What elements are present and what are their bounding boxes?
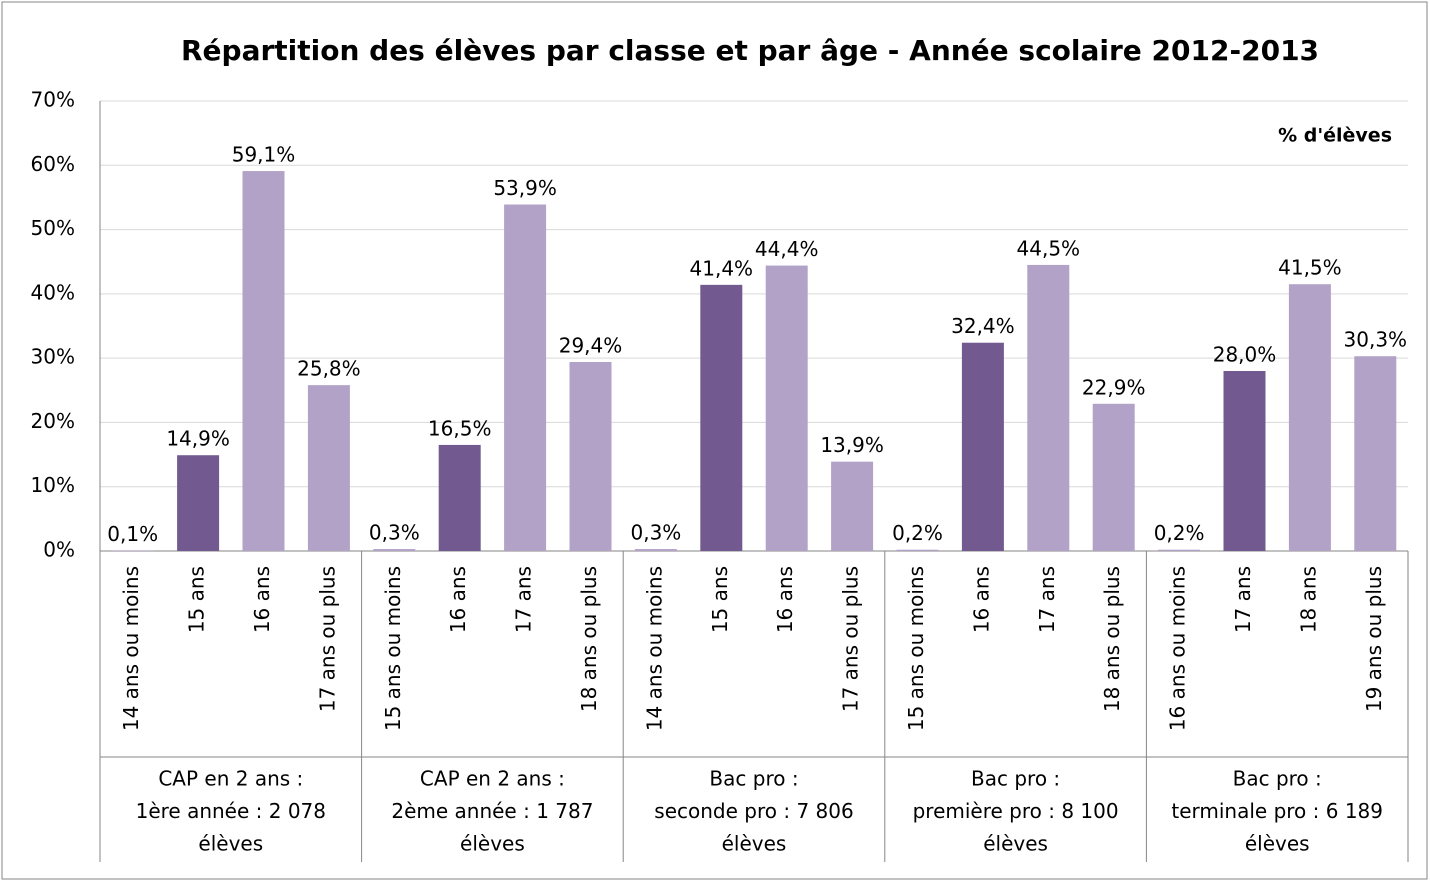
bar [569, 362, 612, 551]
y-tick-label: 0% [43, 538, 75, 562]
x-tick-label: 18 ans [1296, 566, 1320, 633]
bar [1027, 264, 1070, 551]
x-tick-label: 17 ans [1035, 566, 1059, 633]
bar [896, 549, 939, 551]
value-label: 32,4% [951, 314, 1015, 338]
value-label: 44,5% [1017, 236, 1081, 260]
x-tick-label: 17 ans ou plus [315, 566, 339, 712]
x-tick-label: 19 ans ou plus [1362, 566, 1386, 712]
y-tick-label: 50% [31, 216, 75, 240]
bar [1223, 371, 1266, 551]
group-label: élèves [198, 832, 263, 856]
value-label: 59,1% [232, 143, 296, 167]
group-label: CAP en 2 ans : [420, 767, 565, 791]
y-tick-label: 70% [31, 88, 75, 112]
x-tick-label: 17 ans ou plus [839, 566, 863, 712]
value-label: 0,2% [1154, 521, 1205, 545]
group-label: Bac pro : [709, 767, 798, 791]
bar [1354, 356, 1397, 551]
value-label: 0,3% [630, 521, 681, 545]
bar [1158, 549, 1201, 551]
value-label: 13,9% [820, 433, 884, 457]
x-tick-label: 14 ans ou moins [642, 566, 666, 731]
bar [634, 549, 677, 551]
bar [373, 549, 416, 551]
value-label: 53,9% [493, 176, 557, 200]
bar [1092, 403, 1135, 551]
value-label: 28,0% [1213, 343, 1277, 367]
value-label: 14,9% [166, 427, 230, 451]
bar [307, 385, 350, 551]
y-tick-label: 60% [31, 152, 75, 176]
group-label: élèves [460, 832, 525, 856]
x-tick-label: 16 ans [969, 566, 993, 633]
x-tick-label: 16 ans [446, 566, 470, 633]
group-label: Bac pro : [1233, 767, 1322, 791]
chart-title: Répartition des élèves par classe et par… [181, 34, 1319, 67]
value-label: 30,3% [1344, 328, 1408, 352]
group-label: élèves [983, 832, 1048, 856]
value-label: 29,4% [559, 334, 623, 358]
bar [111, 550, 154, 551]
value-label: 16,5% [428, 416, 492, 440]
bar [765, 265, 808, 551]
y-tick-label: 30% [31, 345, 75, 369]
group-label: première pro : 8 100 [913, 799, 1119, 823]
group-label: 2ème année : 1 787 [391, 799, 593, 823]
value-label: 41,4% [690, 256, 754, 280]
y-tick-label: 40% [31, 280, 75, 304]
x-tick-label: 15 ans [185, 566, 209, 633]
bar [438, 444, 481, 551]
x-tick-label: 14 ans ou moins [119, 566, 143, 731]
bar [700, 284, 743, 551]
x-tick-label: 16 ans [773, 566, 797, 633]
value-label: 44,4% [755, 237, 819, 261]
x-tick-label: 18 ans ou plus [577, 566, 601, 712]
group-label: élèves [1245, 832, 1310, 856]
bar [504, 204, 547, 551]
x-tick-label: 17 ans [1231, 566, 1255, 633]
bar [961, 342, 1004, 551]
x-tick-label: 17 ans [512, 566, 536, 633]
x-tick-label: 18 ans ou plus [1100, 566, 1124, 712]
value-label: 0,2% [892, 521, 943, 545]
x-tick-label: 15 ans [708, 566, 732, 633]
group-label: seconde pro : 7 806 [654, 799, 853, 823]
group-label: CAP en 2 ans : [158, 767, 303, 791]
bar [831, 461, 874, 551]
value-label: 25,8% [297, 357, 361, 381]
bar [177, 455, 220, 551]
y-tick-label: 10% [31, 473, 75, 497]
x-tick-label: 16 ans ou moins [1166, 566, 1190, 731]
value-label: 0,3% [369, 521, 420, 545]
y-tick-label: 20% [31, 409, 75, 433]
group-label: Bac pro : [971, 767, 1060, 791]
group-label: terminale pro : 6 189 [1171, 799, 1383, 823]
value-label: 41,5% [1278, 256, 1342, 280]
bar [1288, 284, 1331, 551]
bar [242, 171, 285, 552]
annotation: % d'élèves [1278, 125, 1392, 147]
x-tick-label: 16 ans [250, 566, 274, 633]
group-label: élèves [722, 832, 787, 856]
x-tick-label: 15 ans ou moins [904, 566, 928, 731]
value-label: 22,9% [1082, 375, 1146, 399]
value-label: 0,1% [107, 522, 158, 546]
group-label: 1ère année : 2 078 [136, 799, 326, 823]
x-tick-label: 15 ans ou moins [381, 566, 405, 731]
